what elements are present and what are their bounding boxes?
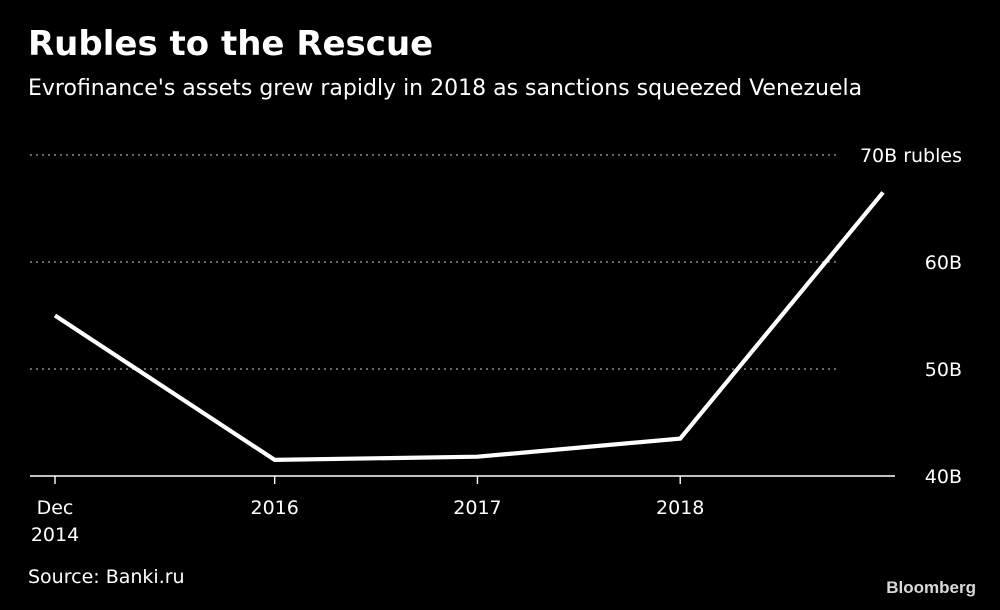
x-tick-label-2-0: 2017	[453, 497, 501, 519]
y-tick-label-60: 60B	[925, 252, 962, 274]
y-tick-label-40: 40B	[925, 466, 962, 488]
x-tick-label-3-0: 2018	[656, 497, 704, 519]
bloomberg-logo: Bloomberg	[886, 578, 976, 597]
series-layer	[53, 191, 885, 463]
x-tick-label-1-0: 2016	[250, 497, 298, 519]
chart-subtitle: Evrofinance's assets grew rapidly in 201…	[28, 76, 863, 101]
y-tick-label-50: 50B	[925, 359, 962, 381]
x-tick-label-0-1: 2014	[31, 524, 79, 546]
grid-lines	[30, 154, 838, 370]
series-line-0	[53, 191, 885, 463]
x-tick-label-0-0: Dec	[37, 497, 74, 519]
chart-title: Rubles to the Rescue	[28, 24, 434, 64]
y-axis-labels: 40B 50B 60B 70B rubles	[860, 145, 962, 488]
y-tick-label-70: 70B rubles	[860, 145, 962, 167]
x-axis	[30, 475, 895, 484]
x-axis-labels: Dec 2014 2016 2017 2018	[31, 497, 705, 546]
source-note: Source: Banki.ru	[28, 566, 185, 588]
